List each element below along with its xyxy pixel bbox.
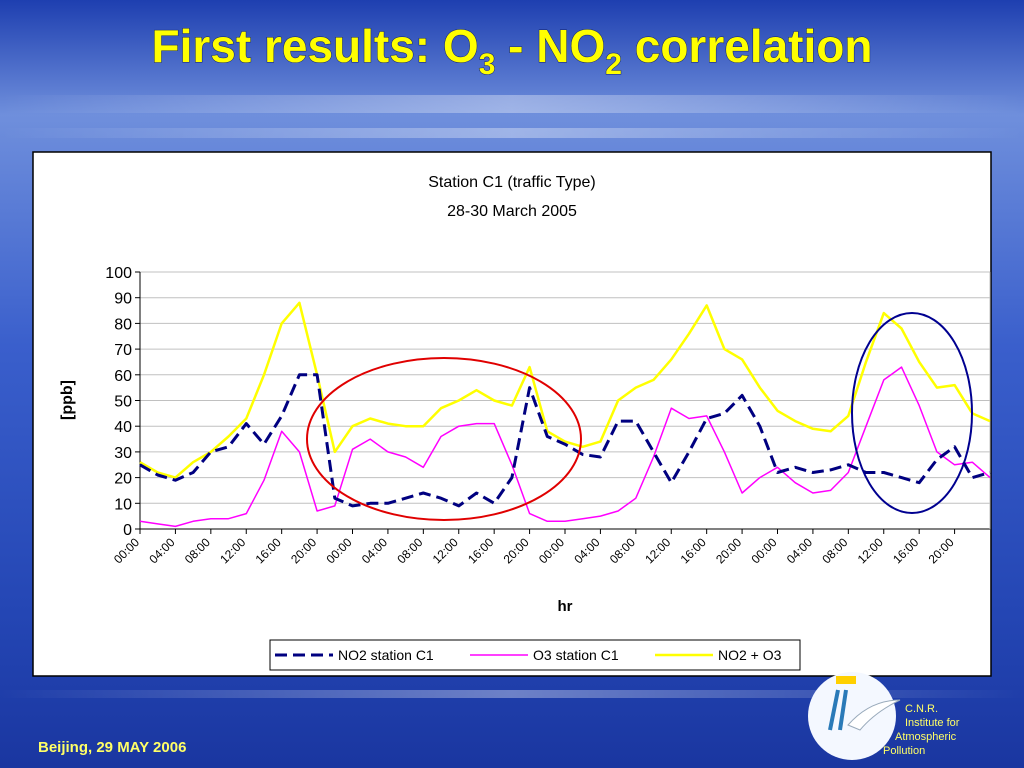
y-tick-label: 0 — [123, 522, 132, 539]
streak — [0, 128, 1024, 138]
title-part: First results: O — [152, 20, 479, 72]
y-tick-label: 100 — [105, 265, 132, 282]
streak — [0, 690, 1024, 698]
title-sub: 2 — [605, 48, 622, 81]
legend-label: NO2 station C1 — [338, 647, 434, 663]
chart-title: Station C1 (traffic Type) — [428, 174, 595, 191]
chart-subtitle: 28-30 March 2005 — [447, 203, 577, 220]
legend — [269, 639, 801, 671]
title-part: - NO — [495, 20, 605, 72]
chart-area — [32, 151, 992, 677]
logo-circle — [808, 672, 896, 760]
logo-mark — [828, 689, 848, 731]
y-axis-label: [ppb] — [59, 380, 76, 420]
y-tick-label: 70 — [114, 342, 132, 359]
y-tick-label: 50 — [114, 394, 132, 411]
y-tick-label: 20 — [114, 471, 132, 488]
series-line — [139, 366, 991, 528]
title-sub: 3 — [479, 48, 496, 81]
highlight-ellipse — [306, 357, 582, 521]
title-part: correlation — [622, 20, 873, 72]
slide-title: First results: O3 - NO2 correlation — [152, 20, 873, 81]
logo-text: Institute for — [905, 717, 960, 729]
logo-text: C.N.R. — [905, 703, 938, 715]
legend-label: O3 station C1 — [533, 647, 619, 663]
highlight-ellipse — [851, 312, 973, 514]
streak — [0, 95, 1024, 113]
logo-bird — [847, 699, 901, 731]
logo-text: Pollution — [883, 745, 925, 757]
y-tick-label: 30 — [114, 445, 132, 462]
legend-entries: NO2 station C1 O3 station C1 NO2 + O3 — [275, 647, 782, 663]
series-line — [139, 373, 991, 508]
y-tick-label: 90 — [114, 291, 132, 308]
x-axis-label: hr — [558, 598, 573, 615]
y-tick-label: 60 — [114, 368, 132, 385]
footer: Beijing, 29 MAY 2006 — [38, 739, 186, 756]
logo-sun — [836, 676, 856, 684]
y-tick-label: 10 — [114, 496, 132, 513]
y-tick-label: 40 — [114, 419, 132, 436]
legend-label: NO2 + O3 — [718, 647, 782, 663]
series-line — [139, 301, 991, 479]
y-tick-label: 80 — [114, 316, 132, 333]
logo-text: Atmospheric — [895, 731, 957, 743]
